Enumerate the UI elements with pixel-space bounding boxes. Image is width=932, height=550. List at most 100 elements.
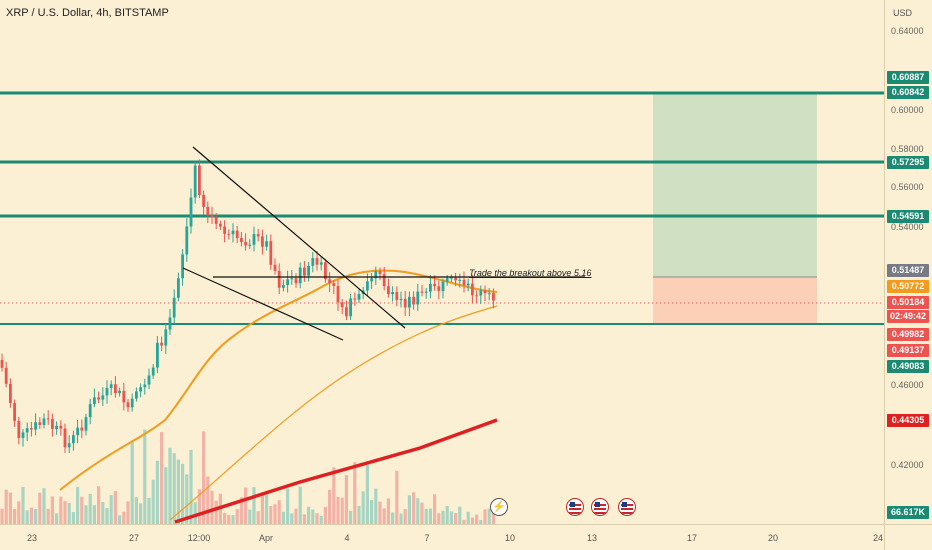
price-tag: 0.50184 [887,296,929,309]
volume-bar [361,491,365,524]
candle-body [231,230,235,235]
candle-body [303,267,306,276]
candle-body [160,342,163,346]
symbol-title[interactable]: XRP / U.S. Dollar, 4h, BITSTAMP [6,7,169,19]
volume-bar [105,508,109,524]
candle-body [0,360,4,368]
candle-body [223,226,226,234]
candle-body [492,293,495,301]
time-tick: 12:00 [187,533,211,543]
candle-body [483,290,487,294]
volume-bar [370,500,374,524]
candle-body [403,298,407,308]
price-tag: 0.50772 [887,280,929,293]
volume-bar [265,494,269,524]
candle-body [273,264,277,271]
volume-bar [386,498,390,524]
volume-bar [399,513,403,524]
price-tick: 0.56000 [891,182,924,192]
volume-bar [42,488,46,524]
time-tick: Apr [258,533,274,543]
loss-zone[interactable] [653,277,817,324]
candle-body [319,262,323,265]
volume-bar [84,505,88,524]
candle-body [487,293,491,295]
candle-body [181,254,184,279]
us-flag-icon[interactable] [591,498,609,516]
candle-body [84,417,88,431]
candle-body [189,197,193,227]
volume-bar [143,429,147,524]
volume-bar [88,493,92,524]
candle-body [420,291,424,293]
volume-bar [76,486,80,524]
currency-label: USD [893,8,913,18]
price-tick: 0.54000 [891,222,924,232]
falling-trendline-upper[interactable] [192,146,406,329]
candle-body [399,298,403,300]
volume-bar [202,431,206,524]
volume-bar [248,509,252,524]
volume-bar [466,511,470,524]
volume-bar [307,506,311,524]
price-tick: 0.58000 [891,144,924,154]
volume-bar [416,498,420,524]
volume-bar [46,508,50,524]
candle-body [412,296,415,305]
volume-bar [29,507,33,524]
candle-body [265,241,268,247]
falling-trendline-lower[interactable] [182,267,344,341]
volume-bar [181,463,185,524]
candle-body [177,278,180,298]
candle-body [252,234,256,245]
candle-body [378,271,382,275]
volume-bar [462,519,466,524]
time-axis[interactable]: 23 27 12:00 Apr 4 7 10 13 17 20 24 [0,524,884,550]
candle-body [466,283,470,286]
candle-body [118,390,121,394]
volume-bar [185,474,189,524]
breakout-annotation[interactable]: Trade the breakout above 5.16 [469,268,592,278]
time-tick: 20 [767,533,779,543]
candle-body [88,404,92,418]
volume-bar [281,511,285,524]
candle-body [214,217,218,224]
candle-body [21,432,25,438]
candle-body [185,226,189,255]
volume-bar [260,494,264,524]
candle-body [315,258,319,265]
candle-body [408,296,411,308]
candle-body [235,230,239,239]
profit-zone[interactable] [653,93,817,277]
volume-bar [407,495,411,524]
candle-body [357,294,361,300]
volume-bar [210,490,214,524]
chart-canvas[interactable] [0,0,884,524]
volume-bar [311,509,315,524]
volume-bar [109,495,113,524]
candle-body [395,292,399,300]
volume-bar [172,453,176,524]
volume-bar [256,511,260,524]
us-flag-icon[interactable] [566,498,584,516]
volume-bar [420,502,424,524]
countdown-tag: 02:49:42 [887,310,929,323]
candle-body [4,367,8,384]
lightning-icon[interactable]: ⚡ [490,498,508,516]
candle-body [126,402,130,408]
us-flag-icon[interactable] [618,498,636,516]
candle-body [219,223,222,227]
candle-body [151,367,155,376]
volume-bar [63,501,67,524]
candle-body [240,238,243,242]
volume-bar [168,447,172,524]
price-chart-pane[interactable]: XRP / U.S. Dollar, 4h, BITSTAMP Trade th… [0,0,884,524]
candle-body [286,279,289,286]
volume-bar [412,492,416,524]
price-axis[interactable]: USD 0.64000 0.60000 0.58000 0.56000 0.54… [884,0,932,524]
candle-body [193,165,197,198]
volume-bar [0,508,4,524]
candle-body [135,391,138,399]
candle-body [298,267,302,284]
